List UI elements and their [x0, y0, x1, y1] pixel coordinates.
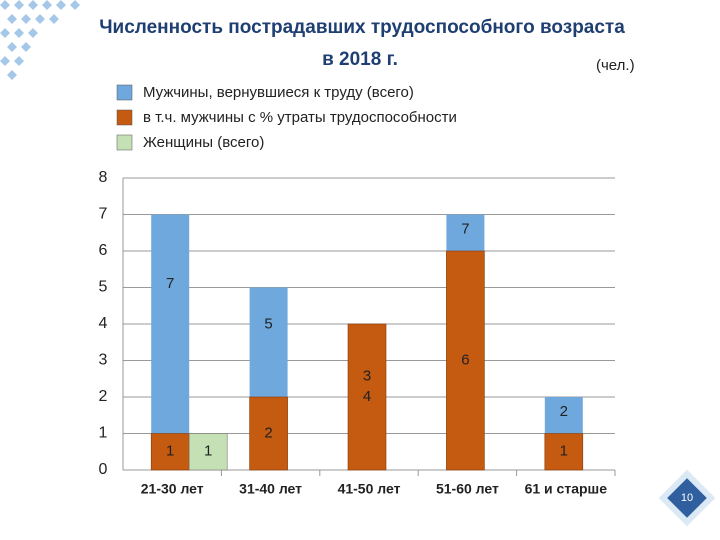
- data-label: 1: [204, 443, 212, 460]
- data-label: 2: [264, 424, 272, 441]
- data-label: 1: [560, 443, 568, 460]
- chart-title: в 2018 г.: [322, 49, 398, 70]
- bar: [249, 396, 288, 471]
- data-label: 4: [363, 388, 371, 405]
- y-tick-label: 7: [99, 206, 108, 223]
- legend-swatch: [116, 84, 133, 101]
- y-tick-label: 3: [99, 352, 108, 369]
- x-tick-label: 51-60 лет: [436, 481, 499, 497]
- unit-label: (чел.): [596, 57, 635, 74]
- corner-pattern: [0, 0, 80, 80]
- y-tick-label: 2: [99, 388, 108, 405]
- legend-label: Мужчины, вернувшиеся к труду (всего): [143, 84, 414, 101]
- data-label: 5: [264, 315, 272, 332]
- y-tick-label: 6: [99, 242, 108, 259]
- data-label: 3: [363, 367, 371, 384]
- data-label: 6: [461, 351, 469, 368]
- data-label: 1: [166, 443, 174, 460]
- page-number: 10: [681, 492, 693, 504]
- data-label: 7: [166, 275, 174, 292]
- bar: [446, 250, 485, 471]
- chart-title: Численность пострадавших трудоспособного…: [99, 17, 625, 38]
- x-tick-label: 31-40 лет: [239, 481, 302, 497]
- legend-swatch: [116, 134, 133, 151]
- y-tick-label: 8: [99, 169, 108, 186]
- x-tick-label: 41-50 лет: [338, 481, 401, 497]
- y-tick-label: 4: [99, 315, 108, 332]
- page-badge: 10: [658, 469, 716, 527]
- bar: [544, 433, 584, 471]
- bar: [347, 323, 387, 471]
- legend-label: Женщины (всего): [143, 134, 264, 151]
- data-label: 2: [560, 403, 568, 420]
- y-tick-label: 5: [99, 279, 108, 296]
- y-tick-label: 0: [99, 461, 108, 478]
- y-tick-label: 1: [99, 425, 108, 442]
- bar: [188, 433, 228, 471]
- x-tick-label: 61 и старше: [525, 481, 608, 497]
- data-label: 7: [461, 220, 469, 237]
- bar: [151, 214, 190, 470]
- x-tick-label: 21-30 лет: [141, 481, 204, 497]
- legend-label: в т.ч. мужчины с % утраты трудоспособнос…: [143, 109, 457, 126]
- legend-swatch: [116, 109, 133, 126]
